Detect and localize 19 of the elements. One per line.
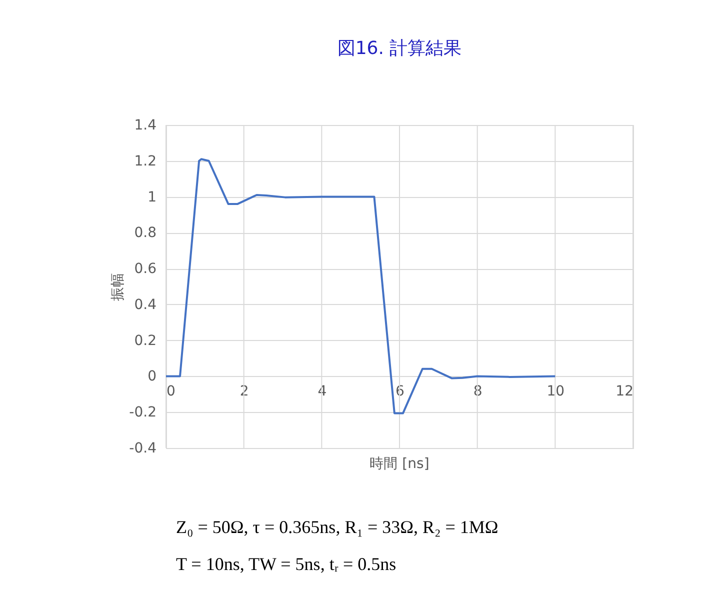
y-tick-label: 0.2	[134, 332, 156, 349]
y-tick-label: 0.4	[134, 296, 157, 313]
x-tick-label: 10	[546, 384, 565, 400]
text: T = 10ns, TW = 5ns, tᵣ = 0.5ns	[176, 554, 396, 574]
y-tick-label: 1.4	[134, 118, 157, 134]
y-tick-label: 1.2	[134, 153, 156, 170]
y-tick-label: 0.6	[134, 261, 157, 278]
chart-title: 図16. 計算結果	[337, 38, 462, 59]
x-tick-label: 12	[616, 384, 634, 400]
y-tick-label: 0	[148, 368, 156, 385]
y-tick-label: -0.2	[129, 404, 156, 421]
y-tick-label: -0.4	[129, 440, 157, 456]
y-axis-title: 振幅	[110, 273, 126, 301]
y-tick-label: 0.8	[134, 225, 156, 242]
text: Z₀ = 50Ω, τ = 0.365ns, R₁ = 33Ω, R₂ = 1MΩ	[176, 517, 498, 537]
x-tick-label: 0	[166, 384, 176, 400]
x-tick-label: 8	[473, 384, 482, 400]
x-axis-title: 時間 [ns]	[370, 456, 430, 472]
y-tick-label: 1	[148, 189, 156, 206]
